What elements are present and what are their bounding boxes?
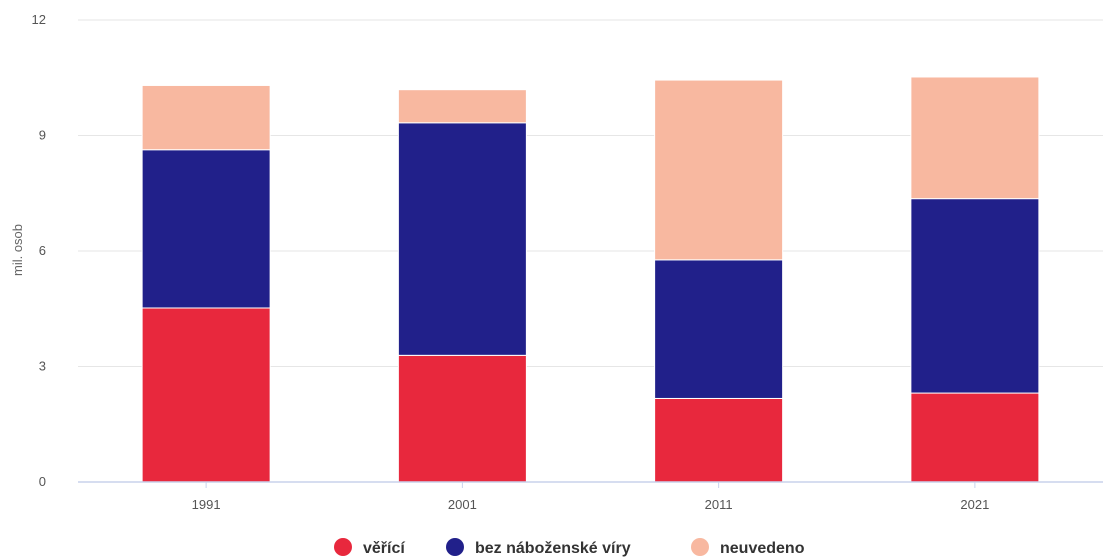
y-tick-label: 3 [39,359,46,374]
legend: věřící bez náboženské víry neuvedeno [334,538,805,557]
legend-label: neuvedeno [720,540,805,557]
legend-label: věřící [363,540,405,557]
bar-segment[interactable] [910,76,1040,200]
bar-segment[interactable] [141,149,271,309]
y-tick-label: 12 [32,12,46,27]
bar-segment[interactable] [397,354,527,483]
legend-marker [691,538,709,556]
bar-segment[interactable] [397,89,527,124]
bar-segment[interactable] [397,122,527,356]
x-tick-label: 2011 [705,497,733,512]
y-tick-label: 9 [39,128,46,143]
legend-label: bez náboženské víry [475,540,631,557]
x-axis-tick-labels: 1991 2001 2011 2021 [192,482,989,512]
bar-segment[interactable] [910,392,1040,483]
x-tick-label: 1991 [192,497,221,512]
bar-segment[interactable] [654,397,784,483]
bar-segment[interactable] [141,307,271,483]
x-tick-label: 2021 [960,497,989,512]
bar-segment[interactable] [654,79,784,261]
bar-segment[interactable] [141,84,271,151]
bars [141,76,1040,483]
legend-marker [446,538,464,556]
legend-item[interactable]: bez náboženské víry [446,538,631,557]
bar-segment[interactable] [910,198,1040,394]
legend-item[interactable]: věřící [334,538,405,557]
y-tick-label: 6 [39,243,46,258]
y-axis-title: mil. osob [10,224,25,276]
y-axis-tick-labels: 0 3 6 9 12 [32,12,46,489]
y-tick-label: 0 [39,474,46,489]
legend-item[interactable]: neuvedeno [691,538,805,557]
x-tick-label: 2001 [448,497,477,512]
bar-segment[interactable] [654,259,784,399]
legend-marker [334,538,352,556]
